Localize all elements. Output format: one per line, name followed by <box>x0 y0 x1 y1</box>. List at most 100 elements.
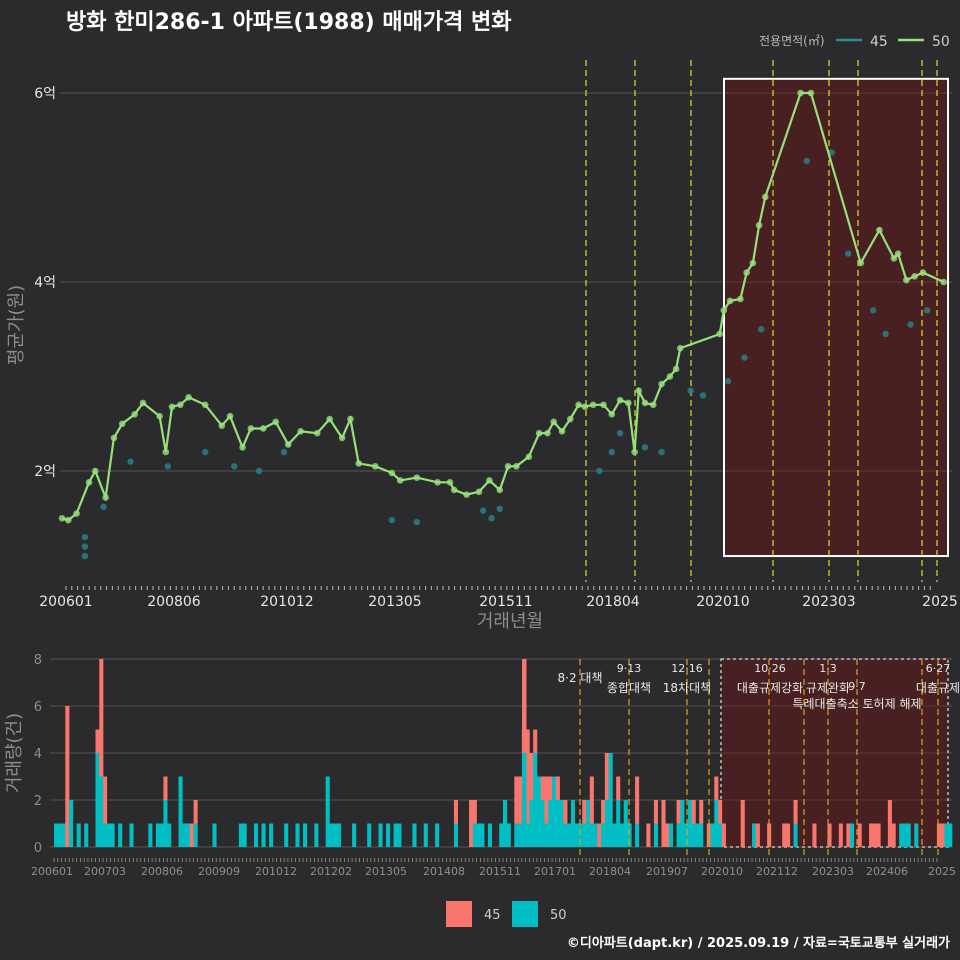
bar-45-3 <box>65 706 70 847</box>
bar-45-182 <box>740 800 745 847</box>
bar-45-157 <box>646 823 651 847</box>
bar-50-98 <box>423 823 428 847</box>
bar-45-217 <box>872 823 877 847</box>
bar-50-185 <box>752 823 757 847</box>
bar-50-128 <box>536 776 542 847</box>
bar-50-167 <box>684 823 689 847</box>
bar-50-20 <box>129 823 134 847</box>
legend-title: 전용면적(㎡) <box>759 34 825 48</box>
lower-x-tick-13: 202112 <box>756 865 798 878</box>
bar-50-145 <box>601 823 606 847</box>
bar-50-127 <box>533 753 538 847</box>
bar-50-4 <box>69 800 74 847</box>
point-45-3 <box>100 503 107 511</box>
bar-50-149 <box>616 800 621 847</box>
bar-45-216 <box>868 823 874 847</box>
point-45-0 <box>81 533 89 541</box>
point-45-29 <box>882 330 889 338</box>
bar-45-126 <box>529 753 534 800</box>
upper-y-axis-title: 평균가(원) <box>6 285 27 365</box>
bar-50-74 <box>333 823 338 847</box>
bar-50-126 <box>529 800 534 847</box>
bar-50-135 <box>563 823 568 847</box>
bar-45-161 <box>661 800 666 847</box>
policy-text-3: 대출규제강화 <box>737 681 803 695</box>
lower-x-tick-4: 201012 <box>255 865 297 878</box>
bar-50-111 <box>472 823 477 847</box>
point-45-4 <box>127 458 134 465</box>
upper-highlight-box <box>723 77 949 558</box>
policy-text-5: 특례대출축소 토허제 해제 <box>792 697 921 711</box>
point-45-6 <box>202 448 209 456</box>
lower-y-tick-2: 4 <box>34 747 42 762</box>
point-45-28 <box>869 307 877 314</box>
bar-45-218 <box>876 823 881 847</box>
bar-50-8 <box>84 823 89 847</box>
bar-50-236 <box>944 823 949 847</box>
point-45-5 <box>164 463 172 470</box>
bar-50-152 <box>627 823 632 847</box>
bar-50-69 <box>314 823 319 847</box>
bar-45-186 <box>755 823 760 847</box>
lower-x-tick-8: 201511 <box>479 865 521 878</box>
point-45-12 <box>479 507 487 514</box>
bar-50-83 <box>367 823 372 847</box>
bar-50-90 <box>393 823 398 847</box>
point-45-21 <box>699 392 707 399</box>
bar-50-174 <box>710 823 715 847</box>
lower-x-tick-14: 202303 <box>812 865 854 878</box>
bar-50-166 <box>680 800 685 847</box>
bottom-legend-swatch-45 <box>446 901 472 927</box>
bar-50-170 <box>695 823 700 847</box>
lower-x-tick-5: 201202 <box>310 865 352 878</box>
bar-50-175 <box>714 800 719 847</box>
bar-50-131 <box>548 800 553 847</box>
bar-50-169 <box>691 823 696 847</box>
bar-45-140 <box>582 800 587 824</box>
legend-label-45: 45 <box>870 34 888 50</box>
policy-label-0: 8·2 대책 <box>558 670 603 685</box>
policy-text-6: 대출규제 <box>916 681 960 695</box>
upper-x-ticks: 200601 200806 201012 201305 201511 201804 2020… <box>39 586 958 610</box>
line-50 <box>61 91 945 522</box>
upper-policy-lines <box>585 60 938 582</box>
bar-50-34 <box>182 823 187 847</box>
policy-date-6: 6·27 <box>926 662 951 675</box>
bar-50-171 <box>699 823 704 847</box>
bar-50-129 <box>540 800 545 847</box>
point-45-27 <box>845 250 852 257</box>
bar-50-226 <box>906 823 911 847</box>
bar-50-136 <box>567 823 572 847</box>
bar-50-113 <box>480 823 485 847</box>
point-45-22 <box>724 378 732 385</box>
bar-45-123 <box>518 776 523 824</box>
bar-50-64 <box>295 823 300 847</box>
lower-y-tick-1: 2 <box>34 794 42 809</box>
point-45-23 <box>741 354 748 361</box>
lower-x-tick-15: 202406 <box>866 865 908 878</box>
bar-45-201 <box>812 823 817 847</box>
bar-50-140 <box>582 823 587 847</box>
upper-x-axis-title: 거래년월 <box>477 611 543 632</box>
bar-50-196 <box>793 823 798 847</box>
bar-50-55 <box>261 823 266 847</box>
bar-50-86 <box>378 823 383 847</box>
point-45-26 <box>828 149 835 156</box>
bar-50-13 <box>103 823 108 847</box>
bar-50-228 <box>914 823 919 847</box>
lower-x-tick-6: 201305 <box>365 865 407 878</box>
bar-50-168 <box>687 800 692 847</box>
bar-45-149 <box>616 776 621 800</box>
bar-50-37 <box>193 823 198 847</box>
bar-45-peak <box>522 659 527 753</box>
lower-x-tick-3: 200909 <box>198 865 240 878</box>
bar-50-154 <box>635 823 640 847</box>
lower-y-tick-3: 6 <box>34 700 42 715</box>
bar-50-29 <box>163 800 168 847</box>
bar-50-151 <box>623 800 628 847</box>
bar-45-110 <box>469 800 474 847</box>
bar-50-176 <box>718 823 723 847</box>
upper-y-ticks: 2억 4억 6억 <box>34 86 56 480</box>
bar-50-119 <box>503 800 508 847</box>
bar-45-135 <box>563 800 568 824</box>
